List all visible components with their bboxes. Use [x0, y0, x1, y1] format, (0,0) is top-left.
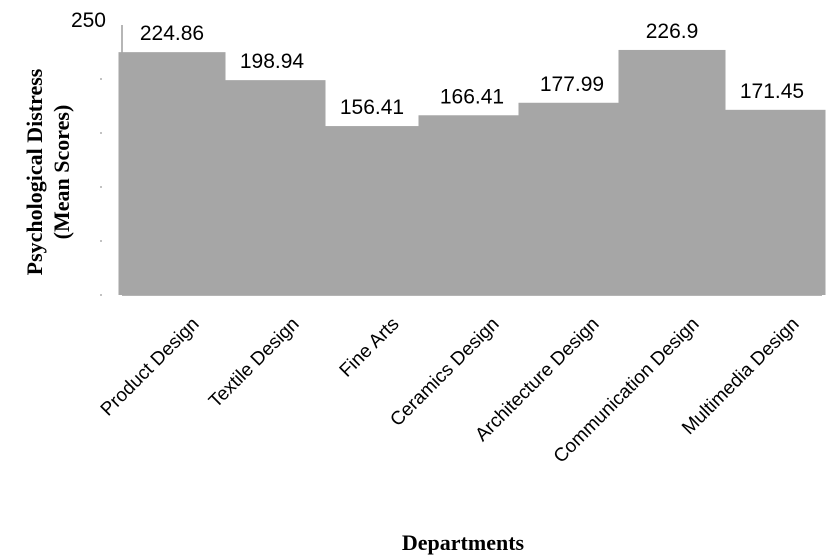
y-axis-title-line1: Psychological Distress [22, 68, 47, 275]
value-label: 226.9 [646, 20, 699, 43]
bar [518, 102, 626, 295]
value-label: 156.41 [340, 96, 404, 119]
bar [418, 115, 526, 296]
category-label: Ceramics Design [386, 314, 503, 431]
bars [118, 49, 826, 296]
value-label: 166.41 [440, 85, 504, 108]
category-label: Product Design [97, 314, 204, 421]
bar [318, 126, 426, 295]
value-labels: 224.86 198.94 156.41 166.41 177.99 226.9 171.4… [140, 20, 804, 119]
category-labels: Product Design Textile Design Fine ArtsCer… [97, 314, 804, 468]
value-label: 177.99 [540, 73, 604, 96]
value-label: 198.94 [240, 50, 305, 73]
value-label: 224.86 [140, 22, 204, 45]
value-label: 171.45 [740, 80, 804, 103]
y-axis-title-line2: (Mean Scores) [49, 105, 74, 240]
bar [718, 109, 826, 295]
y-tick-group: 250 [71, 9, 106, 32]
bar [118, 52, 226, 295]
y-tick-label: 250 [71, 9, 106, 32]
category-label: Fine Arts [336, 314, 404, 382]
x-axis-title: Departments [402, 530, 525, 555]
category-label: Textile Design [205, 314, 303, 412]
bar [218, 80, 326, 295]
bar [618, 49, 726, 295]
y-axis-title: Psychological Distress (Mean Scores) [22, 68, 74, 275]
